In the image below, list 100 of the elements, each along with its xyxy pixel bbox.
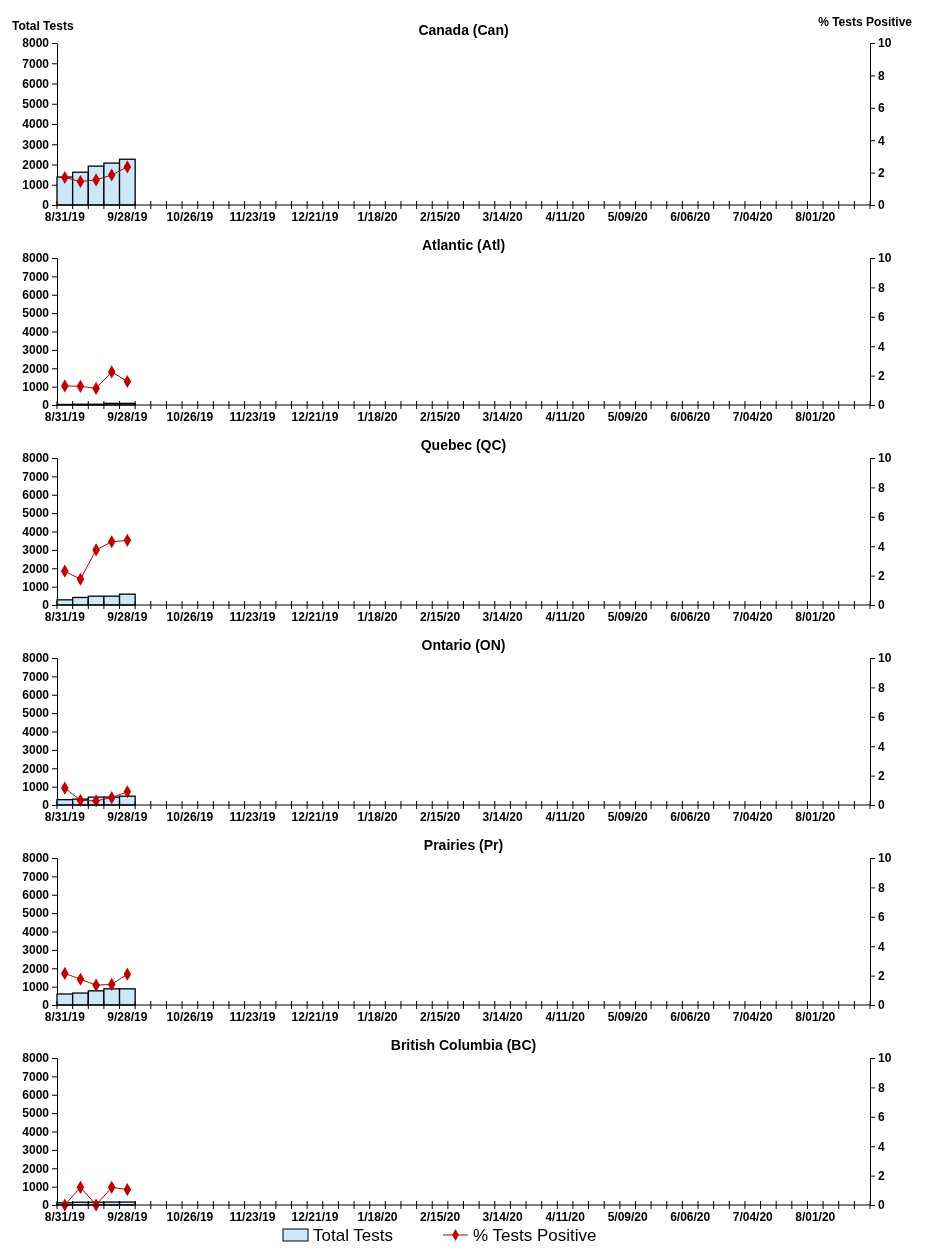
y-tick-label: 8000: [22, 36, 50, 51]
y2-tick-label: 10: [878, 251, 892, 266]
chart-title: Prairies (Pr): [423, 837, 504, 853]
x-tick-label: 5/09/20: [607, 810, 648, 824]
y2-tick-label: 2: [878, 968, 885, 983]
y-tick-label: 7000: [22, 869, 50, 884]
x-tick-label: 6/06/20: [670, 610, 711, 624]
y2-tick-label: 6: [878, 510, 885, 525]
y-tick-label: 6000: [22, 688, 50, 703]
x-tick-label: 9/28/19: [107, 810, 148, 824]
y2-tick-label: 0: [878, 998, 885, 1013]
y2-tick-label: 6: [878, 1110, 885, 1125]
x-tick-label: 9/28/19: [107, 1010, 148, 1024]
y-tick-label: 7000: [22, 269, 50, 284]
y-tick-label: 6000: [22, 76, 50, 91]
x-tick-label: 1/18/20: [357, 810, 398, 824]
x-tick-label: 1/18/20: [357, 410, 398, 424]
y-tick-label: 3000: [22, 1143, 50, 1158]
y2-tick-label: 8: [878, 280, 885, 295]
y-tick-label: 0: [42, 798, 50, 813]
y2-tick-label: 0: [878, 198, 885, 213]
x-tick-label: 7/04/20: [732, 1010, 774, 1024]
y2-tick-label: 10: [878, 851, 892, 866]
x-tick-label: 1/18/20: [357, 610, 398, 624]
x-tick-label: 6/06/20: [670, 410, 711, 424]
y-tick-label: 4000: [22, 117, 50, 132]
x-tick-label: 6/06/20: [670, 810, 711, 824]
y2-tick-label: 4: [878, 739, 885, 754]
y-tick-label: 7000: [22, 669, 50, 684]
y-tick-label: 5000: [22, 506, 50, 521]
y-tick-label: 0: [42, 998, 50, 1013]
x-tick-label: 9/28/19: [107, 410, 148, 424]
y-tick-label: 4000: [22, 1124, 50, 1139]
x-tick-label: 4/11/20: [545, 1010, 586, 1024]
x-tick-label: 11/23/19: [229, 1010, 276, 1024]
y2-tick-label: 8: [878, 68, 885, 83]
y-tick-label: 8000: [22, 451, 50, 466]
x-tick-label: 6/06/20: [670, 210, 711, 224]
x-tick-label: 11/23/19: [229, 810, 276, 824]
chart-title: British Columbia (BC): [390, 1037, 537, 1053]
y2-tick-label: 10: [878, 651, 892, 666]
y2-tick-label: 4: [878, 133, 885, 148]
y2-tick-label: 0: [878, 598, 885, 613]
x-tick-label: 2/15/20: [420, 1210, 461, 1224]
y-tick-label: 8000: [22, 851, 50, 866]
y-tick-label: 6000: [22, 488, 50, 503]
y-tick-label: 2000: [22, 1161, 50, 1176]
y-tick-label: 4000: [22, 324, 50, 339]
x-tick-label: 10/26/19: [166, 1010, 214, 1024]
y2-tick-label: 4: [878, 539, 885, 554]
y2-tick-label: 0: [878, 798, 885, 813]
y2-tick-label: 8: [878, 480, 885, 495]
x-tick-label: 10/26/19: [166, 210, 214, 224]
x-tick-label: 4/11/20: [545, 1210, 586, 1224]
x-tick-label: 5/09/20: [607, 210, 648, 224]
y-tick-label: 2000: [22, 561, 50, 576]
y-tick-label: 5000: [22, 906, 50, 921]
y2-tick-label: 2: [878, 368, 885, 383]
x-tick-label: 8/01/20: [795, 1210, 836, 1224]
x-tick-label: 10/26/19: [166, 1210, 214, 1224]
x-tick-label: 7/04/20: [732, 810, 774, 824]
x-tick-label: 7/04/20: [732, 610, 774, 624]
x-tick-label: 4/11/20: [545, 810, 586, 824]
y-tick-label: 8000: [22, 251, 50, 266]
legend-label: Total Tests: [313, 1226, 394, 1245]
x-tick-label: 5/09/20: [607, 610, 648, 624]
y-tick-label: 3000: [22, 743, 50, 758]
y2-tick-label: 2: [878, 768, 885, 783]
y2-tick-label: 0: [878, 1198, 885, 1213]
y-tick-label: 0: [42, 598, 50, 613]
x-tick-label: 8/31/19: [44, 1010, 86, 1024]
y-tick-label: 2000: [22, 157, 50, 172]
x-tick-label: 1/18/20: [357, 210, 398, 224]
x-tick-label: 8/01/20: [795, 410, 836, 424]
x-tick-label: 11/23/19: [229, 410, 276, 424]
y-tick-label: 8000: [22, 651, 50, 666]
y2-tick-label: 4: [878, 339, 885, 354]
y-tick-label: 1000: [22, 979, 50, 994]
y2-tick-label: 6: [878, 910, 885, 925]
y-tick-label: 5000: [22, 306, 50, 321]
x-tick-label: 5/09/20: [607, 410, 648, 424]
y-tick-label: 3000: [22, 543, 50, 558]
x-tick-label: 8/31/19: [44, 1210, 86, 1224]
y2-tick-label: 4: [878, 1139, 885, 1154]
y2-tick-label: 10: [878, 36, 892, 51]
chart-title: Atlantic (Atl): [421, 237, 506, 253]
y-axis-title: Total Tests: [12, 19, 74, 33]
x-tick-label: 5/09/20: [607, 1210, 648, 1224]
x-tick-label: 8/31/19: [44, 210, 86, 224]
x-tick-label: 7/04/20: [732, 1210, 774, 1224]
y-tick-label: 8000: [22, 1051, 50, 1066]
x-tick-label: 7/04/20: [732, 210, 774, 224]
x-tick-label: 10/26/19: [166, 810, 214, 824]
x-tick-label: 9/28/19: [107, 210, 148, 224]
y2-tick-label: 2: [878, 568, 885, 583]
y-tick-label: 3000: [22, 943, 50, 958]
x-tick-label: 2/15/20: [420, 210, 461, 224]
x-tick-label: 6/06/20: [670, 1010, 711, 1024]
x-tick-label: 8/01/20: [795, 1010, 836, 1024]
x-tick-label: 3/14/20: [482, 1010, 523, 1024]
